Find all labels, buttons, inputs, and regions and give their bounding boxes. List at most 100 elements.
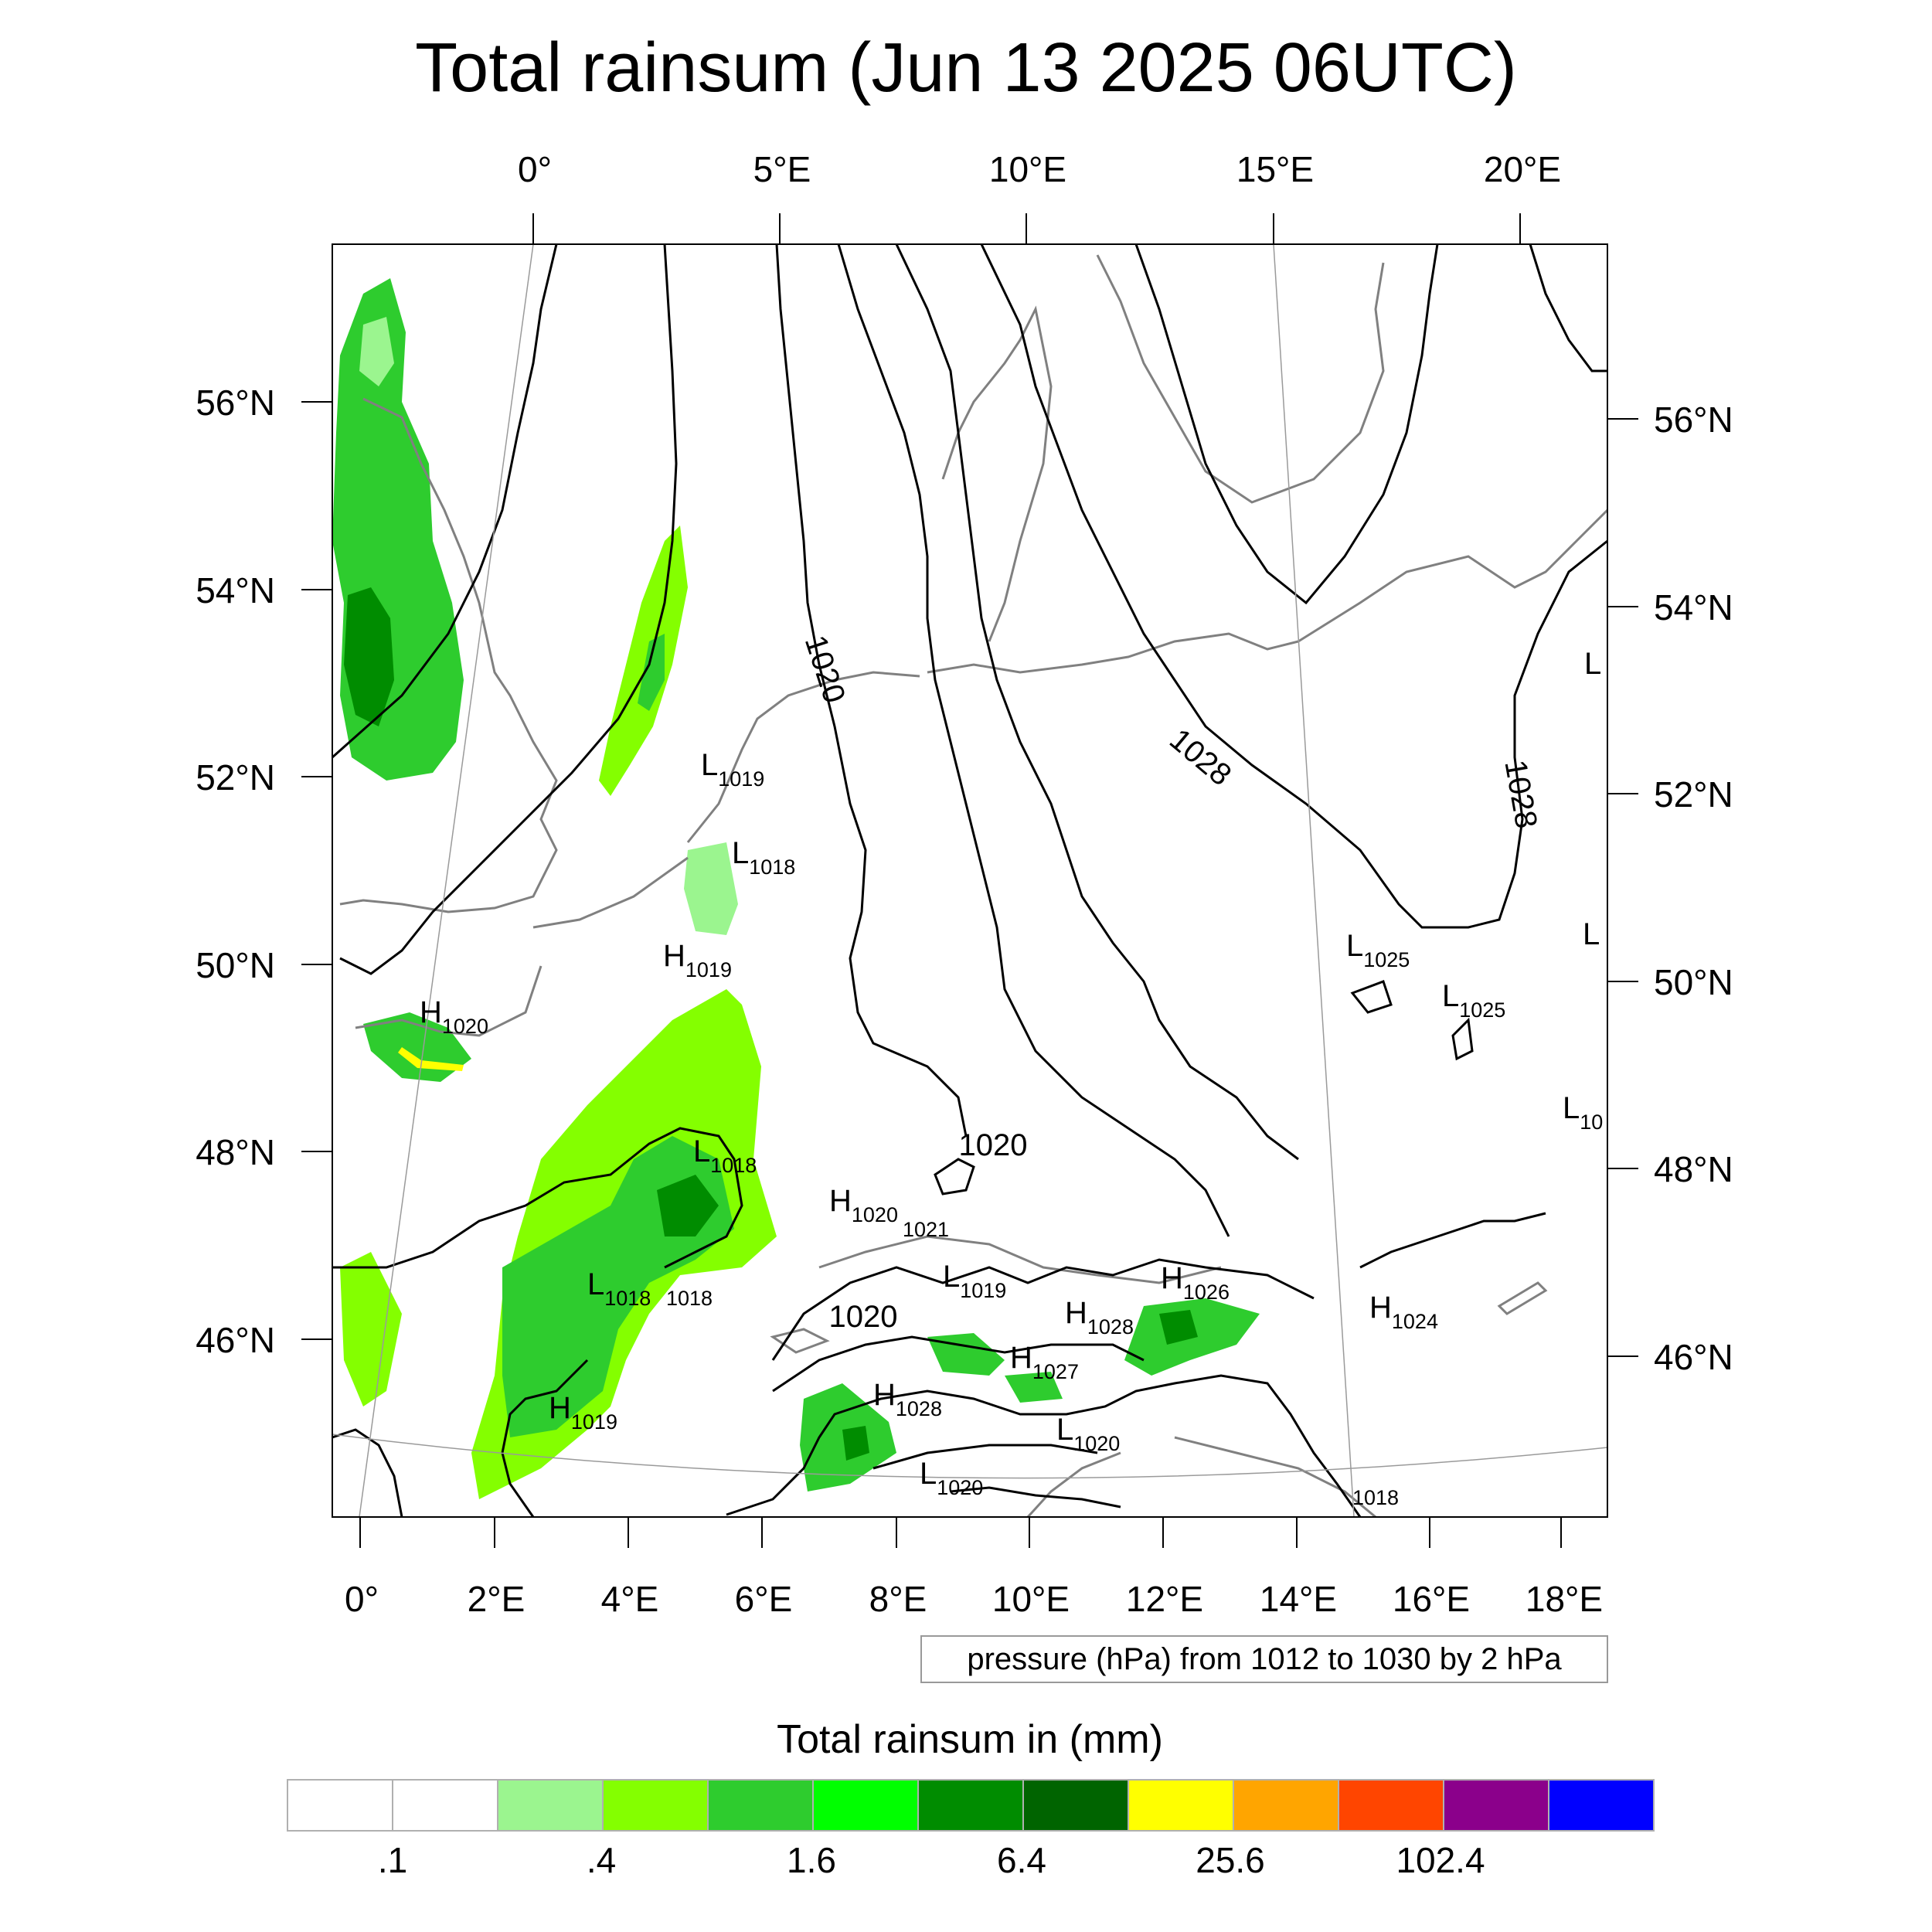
- pressure-note: pressure (hPa) from 1012 to 1030 by 2 hP…: [920, 1635, 1608, 1683]
- legend-swatch: [287, 1779, 393, 1832]
- legend-swatch: [812, 1779, 919, 1832]
- pressure-note-text: pressure (hPa) from 1012 to 1030 by 2 hP…: [967, 1642, 1562, 1676]
- top-lon-labels: 0° 5°E 10°E 15°E 20°E: [518, 149, 1561, 189]
- lat-label: 50°N: [1654, 962, 1733, 1002]
- isobar-line: [895, 244, 1299, 1161]
- isobar-line: [950, 1486, 1121, 1509]
- graticule-meridian: [1273, 244, 1355, 1517]
- bottom-ticks: [359, 1517, 1562, 1548]
- coast-denmark: [941, 305, 1053, 642]
- legend-swatch: [1128, 1779, 1234, 1832]
- pressure-center-label: H1019: [549, 1391, 617, 1434]
- coast-sweden: [1096, 254, 1385, 504]
- pressure-center-label: L1018: [693, 1134, 757, 1177]
- legend-label: 6.4: [997, 1840, 1046, 1880]
- lat-label: 46°N: [196, 1320, 275, 1360]
- isobars: [332, 244, 1607, 1517]
- lon-label: 8°E: [869, 1579, 927, 1619]
- lon-label: 14°E: [1260, 1579, 1337, 1619]
- isobar-label: 1028: [1163, 723, 1237, 793]
- lon-label: 0°: [518, 149, 552, 189]
- lon-label: 16°E: [1393, 1579, 1470, 1619]
- legend-swatch: [1443, 1779, 1549, 1832]
- right-lat-labels: 56°N 54°N 52°N 50°N 48°N 46°N: [1654, 400, 1733, 1377]
- lat-label: 50°N: [196, 945, 275, 985]
- lon-label: 10°E: [989, 149, 1066, 189]
- lat-label: 46°N: [1654, 1337, 1733, 1377]
- rain-area-scotland-dark: [344, 587, 394, 726]
- rain-area-belgium: [684, 842, 738, 935]
- pressure-center-label: H1020: [829, 1184, 898, 1226]
- legend-swatch: [1548, 1779, 1655, 1832]
- legend-swatch: [602, 1779, 709, 1832]
- isobar-line: [339, 244, 678, 975]
- pressure-center-label: L1025: [1442, 979, 1505, 1022]
- left-ticks: [301, 401, 332, 1340]
- legend-label: .1: [378, 1840, 407, 1880]
- rain-area-alps-c2: [1005, 1372, 1063, 1403]
- lat-label: 48°N: [1654, 1149, 1733, 1189]
- lon-label: 10°E: [992, 1579, 1070, 1619]
- lake-balaton: [1497, 1281, 1548, 1315]
- legend-swatch: [707, 1779, 814, 1832]
- lon-label: 6°E: [735, 1579, 793, 1619]
- rain-area-france-dark: [657, 1175, 719, 1236]
- legend-label: 102.4: [1396, 1840, 1485, 1880]
- isobar-line: [726, 1374, 1362, 1517]
- isobar-line: [332, 1428, 403, 1517]
- graticule-meridian: [359, 244, 534, 1517]
- coast-france-n: [532, 856, 689, 929]
- lon-label: 5°E: [753, 149, 811, 189]
- rain-area-northsea: [599, 526, 688, 796]
- lat-label: 56°N: [196, 383, 275, 423]
- right-ticks: [1607, 418, 1638, 1357]
- isobar-line: [934, 1158, 975, 1196]
- lon-label: 0°: [345, 1579, 379, 1619]
- pressure-center-label: L10: [1563, 1091, 1603, 1134]
- rain-area-northsea-inner: [638, 634, 665, 711]
- lon-label: 20°E: [1484, 149, 1561, 189]
- graticule-parallel: [332, 1434, 1607, 1479]
- coast-normandy: [355, 965, 543, 1037]
- pressure-center-label: L: [1584, 647, 1601, 681]
- lon-label: 15°E: [1236, 149, 1314, 189]
- pressure-center-label: H1020: [420, 995, 488, 1038]
- pressure-center-label: H1028: [873, 1378, 942, 1420]
- coast-baltic: [1298, 509, 1607, 643]
- map-panel: 0° 5°E 10°E 15°E 20°E 0° 2°E 4°E 6°E 8°E…: [196, 149, 1733, 1619]
- lat-label: 52°N: [1654, 774, 1733, 815]
- pressure-center-label: L: [1583, 917, 1600, 951]
- isobar-label: 1028: [1498, 757, 1543, 831]
- pressure-center-label: 1018: [666, 1287, 713, 1310]
- rain-area-alps-w-dark: [842, 1426, 869, 1461]
- coast-netherlands: [686, 671, 920, 843]
- pressure-centers: L1019 L1018 H1019 H1020 L1018 L1018 1018…: [420, 647, 1603, 1509]
- pressure-center-label: 1018: [1352, 1486, 1399, 1509]
- legend-swatch: [1233, 1779, 1339, 1832]
- rain-area-alps-e-dark: [1159, 1310, 1198, 1345]
- map-frame: [332, 243, 1608, 1518]
- pressure-center-label: L1020: [1056, 1413, 1120, 1455]
- legend-swatch: [497, 1779, 604, 1832]
- isobar-line: [837, 244, 1230, 1237]
- coast-adriatic: [1174, 1436, 1376, 1517]
- lat-label: 48°N: [196, 1132, 275, 1172]
- lon-label: 18°E: [1526, 1579, 1603, 1619]
- isobar-line: [1350, 980, 1393, 1014]
- pressure-note-box: [920, 1635, 1608, 1683]
- legend-swatch: [917, 1779, 1024, 1832]
- isobar-label: 1020: [959, 1128, 1028, 1162]
- pressure-center-label: 1021: [903, 1218, 949, 1241]
- lake-geneva: [770, 1328, 830, 1354]
- legend-swatches: [287, 1779, 1655, 1832]
- pressure-center-label: L1018: [732, 836, 795, 879]
- pressure-center-label: L1020: [920, 1457, 983, 1499]
- rainsum-legend: Total rainsum in (mm) .1 .4 1.6 6.4 25.6…: [287, 1717, 1655, 1880]
- coast-italy-w: [1026, 1451, 1121, 1517]
- coast-britain: [339, 397, 558, 913]
- pressure-center-label: L1018: [587, 1267, 651, 1310]
- lat-label: 54°N: [196, 570, 275, 611]
- pressure-center-label: H1028: [1065, 1296, 1134, 1338]
- isobar-line: [1134, 244, 1439, 605]
- coast-alps-border: [818, 1235, 1222, 1284]
